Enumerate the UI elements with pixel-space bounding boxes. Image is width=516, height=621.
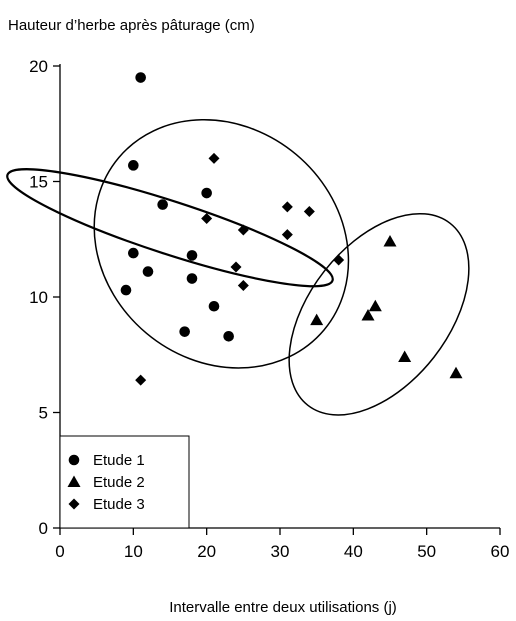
x-tick-label: 20 xyxy=(197,542,216,561)
diamond-point xyxy=(237,224,249,236)
circle-point xyxy=(186,273,198,284)
x-tick-label: 0 xyxy=(55,542,64,561)
circle-point xyxy=(179,326,190,337)
ellipse-group xyxy=(6,119,470,416)
group-ellipse-2 xyxy=(93,119,350,369)
legend-label-3: Etude 3 xyxy=(93,496,145,513)
y-tick-label: 10 xyxy=(29,288,48,307)
y-tick-label: 20 xyxy=(29,57,48,76)
legend-marker-3 xyxy=(68,498,80,510)
diamond-point xyxy=(281,229,293,241)
data-points xyxy=(120,72,463,386)
x-tick-label: 10 xyxy=(124,542,143,561)
triangle-point xyxy=(310,313,324,326)
legend-marker-1 xyxy=(68,454,80,466)
x-tick-label: 40 xyxy=(344,542,363,561)
diamond-point xyxy=(201,212,213,224)
circle-point xyxy=(157,199,168,210)
triangle-point xyxy=(398,350,412,363)
y-tick-label: 15 xyxy=(29,173,48,192)
diamond-point xyxy=(135,374,147,386)
x-tick-label: 50 xyxy=(417,542,436,561)
diamond-point xyxy=(303,206,315,218)
legend: Etude 1 Etude 2 Etude 3 xyxy=(59,435,190,529)
diamond-point xyxy=(230,261,242,273)
circle-point xyxy=(128,247,139,259)
circle-point xyxy=(142,266,154,277)
diamond-point xyxy=(333,254,345,266)
circle-point xyxy=(223,330,234,342)
legend-label-2: Etude 2 xyxy=(93,474,145,491)
legend-label-1: Etude 1 xyxy=(93,452,145,469)
y-tick-label: 0 xyxy=(39,519,48,538)
diamond-point xyxy=(208,152,220,164)
y-axis-label: Hauteur d’herbe après pâturage (cm) xyxy=(8,17,255,34)
circle-point xyxy=(120,284,132,296)
circle-point xyxy=(186,250,198,261)
group-ellipse-3 xyxy=(288,212,470,416)
circle-point xyxy=(135,72,146,83)
y-tick-label: 5 xyxy=(39,404,48,423)
axes: 0 5 10 15 20 0 10 20 30 40 50 60 xyxy=(29,57,509,561)
triangle-point xyxy=(368,299,382,312)
diamond-point xyxy=(237,279,249,291)
legend-marker-2 xyxy=(67,475,81,487)
x-tick-label: 30 xyxy=(271,542,290,561)
triangle-point xyxy=(449,366,463,379)
circle-point xyxy=(208,300,220,312)
triangle-point xyxy=(361,308,375,321)
diamond-point xyxy=(281,201,293,213)
circle-point xyxy=(128,160,139,171)
circle-point xyxy=(201,187,212,199)
triangle-point xyxy=(383,235,397,247)
legend-box xyxy=(59,435,190,529)
x-tick-label: 60 xyxy=(491,542,510,561)
group-ellipse-1 xyxy=(6,168,334,288)
x-axis-label: Intervalle entre deux utilisations (j) xyxy=(169,599,397,616)
